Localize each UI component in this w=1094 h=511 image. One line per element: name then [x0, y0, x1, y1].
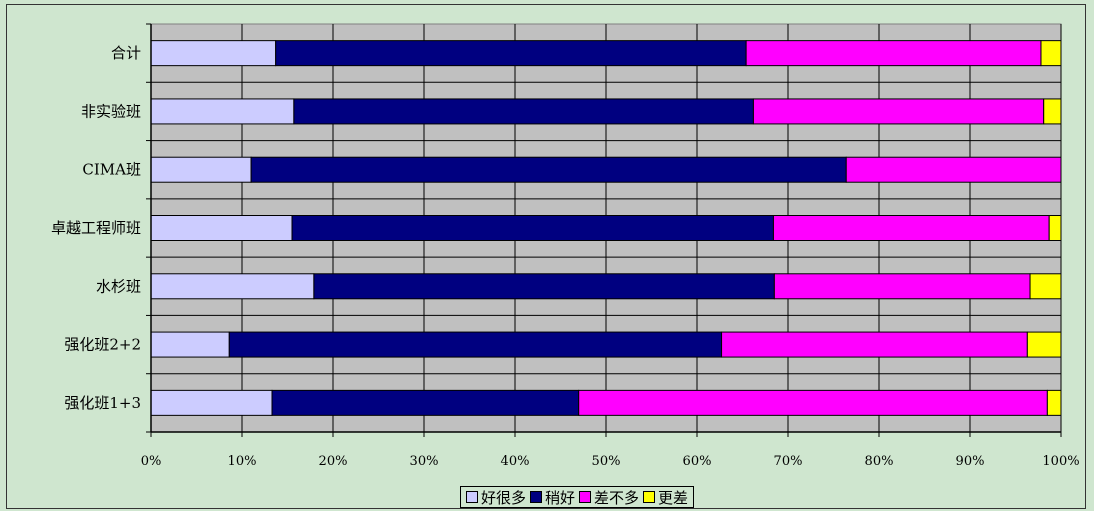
x-tick-label: 10%: [228, 454, 257, 469]
legend-label: 更差: [658, 488, 689, 507]
legend-swatch: [579, 491, 592, 503]
bar-segment: [150, 273, 315, 300]
bar-segment: [772, 215, 1050, 241]
x-tick-label: 80%: [865, 454, 894, 469]
x-tick-label: 70%: [774, 454, 803, 469]
bar-segment: [150, 40, 277, 67]
x-tick-label: 50%: [592, 454, 621, 469]
x-tick-label: 90%: [956, 454, 985, 469]
legend-item: 差不多: [579, 487, 639, 508]
bar-segment: [721, 331, 1028, 358]
bar-segment: [150, 389, 273, 416]
bar-segment: [228, 331, 723, 358]
legend: 好很多 稍好 差不多 更差: [460, 486, 695, 508]
x-tick-label: 40%: [501, 454, 530, 469]
bar-segment: [578, 389, 1048, 416]
bar-segment: [150, 331, 230, 358]
x-tick-label: 0%: [141, 454, 162, 469]
x-tick-label: 60%: [683, 454, 712, 469]
legend-item: 稍好: [530, 487, 575, 508]
bar-segment: [752, 98, 1045, 125]
category-label: 非实验班: [81, 102, 141, 120]
axes: [146, 23, 1062, 437]
bar-segment: [1040, 40, 1062, 67]
x-tick-label: 30%: [410, 454, 439, 469]
legend-label: 稍好: [545, 488, 576, 507]
category-label: 卓越工程师班: [51, 219, 141, 237]
bar-segment: [745, 40, 1042, 67]
bar-segment: [150, 156, 252, 183]
bar-segment: [271, 389, 580, 416]
category-label: 强化班2+2: [64, 336, 141, 354]
legend-item: 好很多: [466, 487, 526, 508]
x-tick-label: 20%: [319, 454, 348, 469]
x-tick-label: 100%: [1042, 454, 1079, 469]
category-label: CIMA班: [82, 161, 141, 179]
bar-segment: [1043, 98, 1062, 125]
legend-swatch: [466, 491, 478, 503]
bar-segment: [275, 40, 747, 67]
legend-label: 差不多: [594, 488, 640, 507]
bar-segment: [1026, 331, 1062, 358]
bar-segment: [150, 98, 295, 125]
bar-segment: [150, 215, 293, 241]
bar-segment: [773, 273, 1031, 300]
bar-segment: [313, 273, 775, 300]
bar-segment: [845, 156, 1062, 183]
category-label: 强化班1+3: [64, 394, 141, 412]
x-tick-labels: 0% 10% 20% 30% 40% 50% 60% 70% 80% 90% 100%: [141, 454, 1080, 469]
legend-swatch: [530, 491, 543, 503]
legend-swatch: [643, 491, 656, 503]
bar-segment: [1046, 389, 1062, 416]
bars: [150, 40, 1062, 416]
bar-segment: [293, 98, 754, 125]
bar-segment: [250, 156, 847, 183]
category-label: 水杉班: [96, 277, 141, 295]
legend-item: 更差: [643, 487, 688, 508]
bar-segment: [291, 215, 774, 241]
legend-label: 好很多: [481, 488, 527, 507]
category-label: 合计: [111, 44, 141, 62]
bar-segment: [1029, 273, 1062, 300]
bar-segment: [1048, 215, 1062, 241]
chart-frame: [6, 4, 1086, 509]
